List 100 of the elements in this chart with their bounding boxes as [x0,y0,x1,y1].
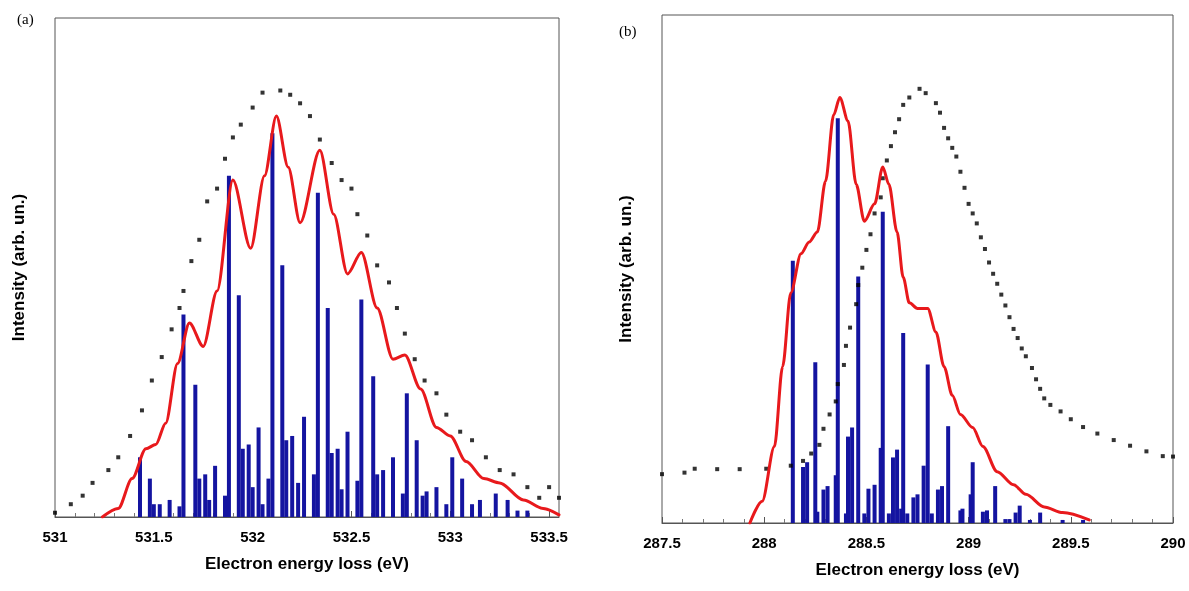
x-axis-title: Electron energy loss (eV) [815,560,1020,579]
point [339,178,344,183]
bar [315,192,320,517]
bar [404,393,409,517]
bar [970,462,975,523]
bar [805,462,810,523]
x-tick-label: 533 [437,528,463,545]
point [307,114,312,119]
bar [477,499,482,517]
point [444,412,449,417]
bar [856,276,861,523]
bar [246,444,251,517]
bar [525,510,530,517]
point [317,137,322,142]
bar [420,495,425,517]
point [139,408,144,413]
point [525,485,530,490]
bar [1017,505,1022,523]
bar [940,486,945,523]
bar [895,449,900,523]
point [116,455,121,460]
x-tick-label: 290 [1160,534,1186,551]
point [511,472,516,477]
x-tick-label: 531 [42,528,68,545]
bar [980,511,985,523]
chart-title: (b) [619,22,637,40]
bar [925,364,930,523]
point [230,135,235,140]
bar [256,427,261,517]
point [215,186,220,191]
x-tick-label: 533.5 [530,528,568,545]
point [470,438,475,443]
point [106,468,111,473]
point [483,455,488,460]
bar [414,440,419,517]
bar [181,314,186,517]
point [394,306,399,311]
point [250,105,255,110]
point [260,90,265,95]
point [402,331,407,336]
x-tick-label: 289.5 [1052,534,1090,551]
bar [371,376,376,517]
x-tick-label: 289 [956,534,982,551]
bar [993,486,998,523]
point [128,433,133,438]
bar [381,470,386,517]
bar [801,466,806,523]
bar [946,426,951,523]
bar [359,299,364,517]
point [329,161,334,166]
point [375,263,380,268]
chart-title: (a) [17,10,34,28]
bar [1038,512,1043,523]
y-axis-title: Intensity (arb. un.) [616,195,635,343]
point [557,495,561,500]
point [547,485,552,490]
x-tick-label: 531.5 [135,528,173,545]
x-axis-title: Electron energy loss (eV) [204,554,410,573]
point [169,327,174,332]
bar [290,435,295,517]
point [278,88,283,93]
bar [911,497,916,523]
point [458,429,463,434]
bar [1060,519,1065,523]
point [80,493,85,498]
bar [835,118,840,523]
bar [203,474,208,517]
bar [1003,519,1008,523]
bar [450,457,455,517]
bar [302,416,307,517]
bar [460,478,465,517]
point [422,378,427,383]
bar [226,175,231,517]
point [205,199,210,204]
bar [296,482,301,517]
bar [515,510,520,517]
point [434,391,439,396]
x-tick-label: 287.5 [643,534,681,551]
bar [424,491,429,517]
point [365,233,370,238]
bar [935,489,940,523]
bar [434,487,439,517]
point [68,502,73,507]
point [238,122,243,127]
bar [505,499,510,517]
bar [1081,519,1086,523]
bar [193,384,198,517]
bar [825,486,830,523]
point [355,212,360,217]
point [288,92,293,97]
point [90,480,95,485]
y-axis-title: Intensity (arb. un.) [9,193,28,342]
x-tick-label: 288.5 [847,534,886,551]
point [159,355,164,360]
bar [147,478,152,517]
bar [157,504,162,517]
point [181,288,186,293]
bar [335,448,340,517]
bar [866,488,871,523]
x-tick-label: 532.5 [332,528,371,545]
